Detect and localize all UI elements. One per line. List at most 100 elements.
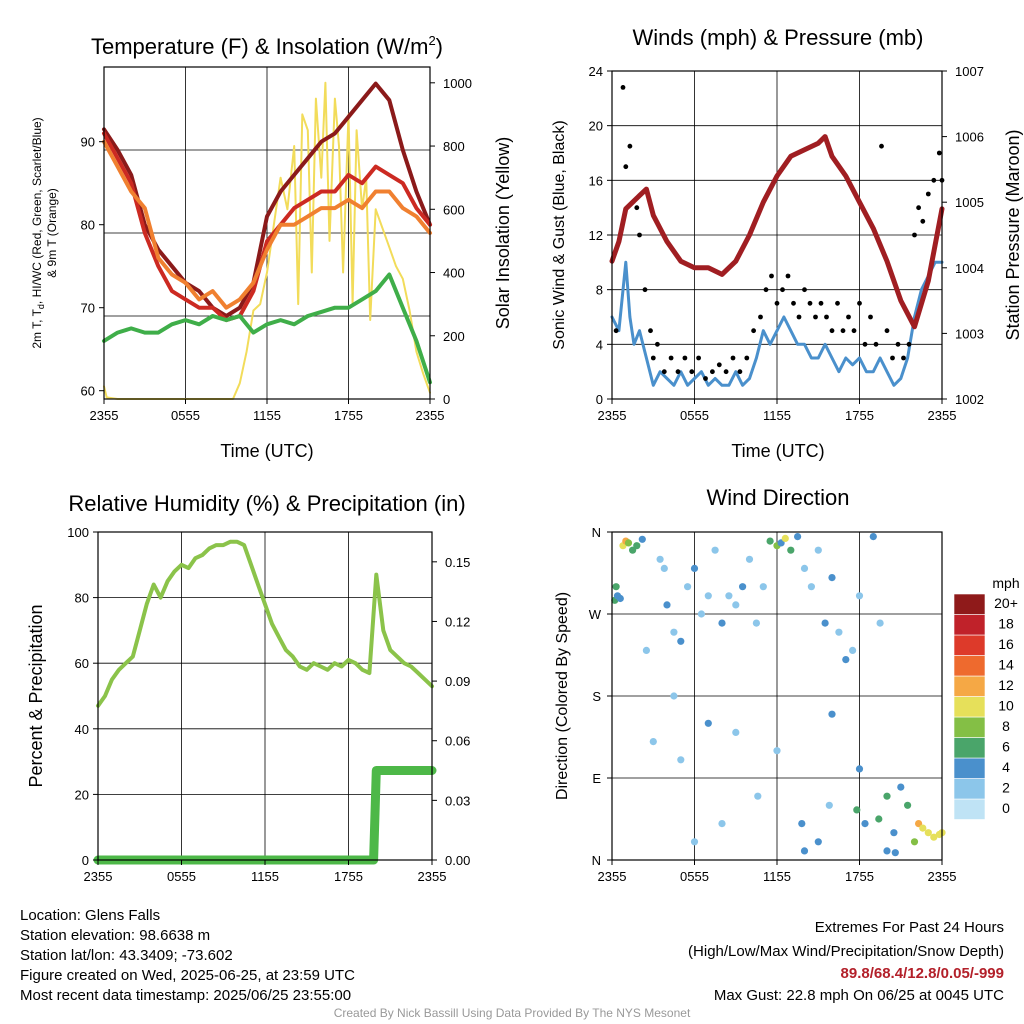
rh-x-tick-label: 1755: [334, 869, 363, 884]
temp-y-tick-label: 80: [81, 218, 95, 233]
direction-point: [638, 535, 646, 543]
wind-y-tick-label: 12: [589, 228, 603, 243]
direction-point: [919, 824, 927, 832]
colorbar-label: 20+: [994, 595, 1018, 611]
footer-latlon: Station lat/lon: 43.3409; -73.602: [20, 947, 233, 964]
gust-point: [716, 362, 722, 368]
rh-y2-tick-label: 0.15: [445, 555, 470, 570]
wind-y-tick-label: 8: [596, 283, 603, 298]
temp-y2-tick-label: 200: [443, 329, 465, 344]
rh-y2-tick-label: 0.00: [445, 853, 470, 868]
pressure-line: [609, 134, 945, 330]
temp-y2-tick-label: 800: [443, 139, 465, 154]
gust-point: [931, 177, 937, 183]
direction-point: [915, 820, 923, 828]
gust-point: [682, 355, 688, 361]
gust-point: [655, 341, 660, 347]
temp-x-tick-label: 2355: [90, 408, 119, 423]
gust-point: [623, 164, 629, 170]
rh-x-tick-label: 1155: [251, 869, 279, 884]
temp-title: Temperature (F) & Insolation (W/m2): [91, 33, 443, 59]
gust-point: [868, 314, 873, 320]
wind-y2-tick-label: 1006: [955, 130, 984, 145]
gust-point: [920, 218, 926, 224]
gust-point: [862, 341, 868, 347]
credit-line: Created By Nick Bassill Using Data Provi…: [333, 1006, 691, 1020]
rh-y-tick-label: 60: [75, 656, 89, 671]
gust-point: [818, 300, 824, 306]
gust-point: [857, 300, 862, 306]
gust-point: [642, 287, 648, 293]
gust-point: [802, 287, 807, 293]
temp-y-axis-label-2: & 9m T (Orange): [45, 188, 59, 278]
wind-y-tick-label: 4: [596, 337, 603, 352]
gust-point: [835, 300, 840, 306]
wind-y2-tick-label: 1002: [955, 392, 984, 407]
direction-point: [704, 719, 712, 727]
rh-x-tick-label: 2355: [84, 869, 113, 884]
temp-x-tick-label: 1155: [253, 408, 281, 423]
gust-point: [634, 205, 640, 211]
direction-point: [766, 537, 774, 545]
direction-point: [752, 619, 761, 627]
gust-point: [696, 355, 701, 361]
gust-point: [620, 85, 626, 90]
direction-point: [891, 849, 899, 857]
direction-point: [787, 546, 795, 554]
direction-point: [773, 747, 781, 755]
colorbar-swatch: [953, 757, 986, 779]
gust-point: [879, 143, 884, 149]
wind-y-tick-label: 16: [589, 173, 603, 188]
colorbar-swatch: [953, 593, 986, 615]
direction-point: [612, 583, 620, 591]
temperature-panel: Temperature (F) & Insolation (W/m2) 2355…: [30, 33, 513, 461]
wind-x-tick-label: 2355: [598, 408, 627, 423]
direction-point: [835, 628, 843, 636]
direction-point: [883, 792, 891, 800]
colorbar-label: 4: [1002, 759, 1010, 775]
extremes-values: 89.8/68.4/12.8/0.05/-999: [840, 965, 1004, 982]
direction-point: [711, 546, 719, 554]
temp-x-tick-label: 1755: [334, 408, 363, 423]
rh-y-tick-label: 100: [67, 525, 89, 540]
wind-y2-axis-label: Station Pressure (Maroon): [1003, 129, 1023, 340]
gust-point: [661, 369, 667, 375]
wdir-y-tick-label: S: [592, 689, 601, 704]
wdir-x-tick-label: 2355: [598, 869, 627, 884]
gust-point: [703, 376, 708, 381]
colorbar-label: 8: [1002, 718, 1010, 734]
wind-y-tick-label: 24: [589, 64, 603, 79]
insolation-line: [103, 81, 431, 400]
temp-y2-tick-label: 0: [443, 392, 450, 407]
direction-point: [849, 646, 857, 655]
gust-point: [912, 232, 917, 238]
direction-point: [670, 692, 678, 700]
dewpoint-line: [102, 272, 432, 385]
gust-point: [613, 328, 619, 334]
direction-point: [869, 533, 877, 541]
wdir-x-tick-label: 0555: [680, 869, 709, 884]
gust-point: [846, 314, 851, 320]
wind-x-tick-label: 1755: [845, 408, 874, 423]
direction-point: [924, 829, 932, 837]
gust-point: [637, 232, 642, 238]
direction-point: [781, 534, 789, 543]
rh-title: Relative Humidity (%) & Precipitation (i…: [68, 491, 465, 516]
gust-point: [796, 314, 802, 320]
gust-point: [890, 355, 895, 361]
colorbar-swatch: [953, 737, 986, 759]
direction-point: [814, 546, 822, 554]
direction-point: [814, 838, 822, 846]
temp-y-tick-label: 90: [81, 135, 95, 150]
wind-y-tick-label: 20: [589, 119, 603, 134]
gust-point: [807, 300, 813, 306]
gust-point: [829, 328, 835, 334]
footer-elevation: Station elevation: 98.6638 m: [20, 927, 211, 944]
direction-point: [842, 656, 850, 664]
gust-point: [895, 341, 901, 347]
colorbar-swatch: [953, 778, 986, 800]
gust-point: [627, 143, 633, 149]
colorbar-label: 10: [998, 698, 1014, 714]
direction-point: [861, 820, 869, 828]
